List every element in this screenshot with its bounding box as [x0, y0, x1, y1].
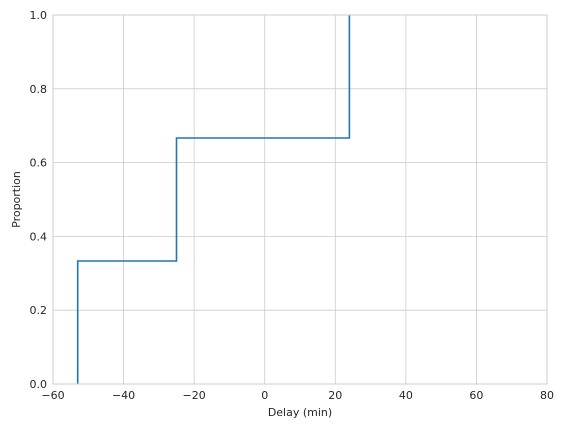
x-tick-label: −20 [183, 389, 206, 402]
x-tick-label: 80 [540, 389, 554, 402]
series-layer [76, 15, 351, 384]
x-axis-label: Delay (min) [268, 406, 332, 419]
x-tick-label: −40 [112, 389, 135, 402]
y-axis-label: Proportion [10, 171, 23, 228]
plot-background [53, 15, 547, 384]
x-tick-label: 60 [469, 389, 483, 402]
x-tick-label: 20 [328, 389, 342, 402]
y-tick-label: 0.8 [30, 83, 48, 96]
x-tick-label: −60 [41, 389, 64, 402]
y-tick-label: 0.2 [30, 304, 48, 317]
y-tick-labels: 0.0 0.2 0.4 0.6 0.8 1.0 [30, 9, 48, 391]
y-tick-label: 1.0 [30, 9, 48, 22]
x-tick-label: 0 [261, 389, 268, 402]
x-tick-labels: −60 −40 −20 0 20 40 60 80 [41, 389, 554, 402]
y-tick-label: 0.4 [30, 230, 48, 243]
x-tick-label: 40 [399, 389, 413, 402]
ecdf-step-line [76, 15, 351, 384]
y-tick-label: 0.0 [30, 378, 48, 391]
plot-frame [52, 14, 548, 385]
y-tick-label: 0.6 [30, 157, 48, 170]
